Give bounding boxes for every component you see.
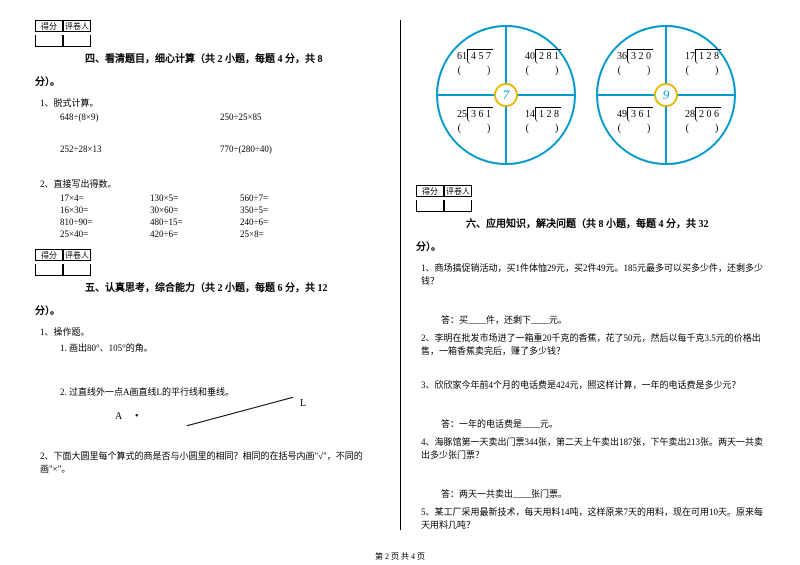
score-box-empty xyxy=(416,200,765,212)
q6-5: 5、某工厂采用最新技术，每天用料14吨，这样原来7天的用料，现在可用10天。原来… xyxy=(421,505,765,531)
calc-item: 770÷(280÷40) xyxy=(220,144,380,154)
calc-item: 252÷28×13 xyxy=(60,144,220,154)
point-a-label: A xyxy=(115,411,122,422)
circles-diagram: 7 614 5 7( ) 402 8 1( ) 253 6 1( ) 141 2… xyxy=(416,25,765,170)
calc-item: 420÷6= xyxy=(150,229,240,239)
grader-header: 评卷人 xyxy=(63,249,91,261)
calc-item: 16×30= xyxy=(60,205,150,215)
line-diagram: A • L xyxy=(95,406,295,441)
calc-item: 30×60= xyxy=(150,205,240,215)
quad-tr: 171 2 8( ) xyxy=(670,49,736,78)
score-box-empty xyxy=(35,264,385,276)
circle-2: 9 363 2 0( ) 171 2 8( ) 493 6 1( ) 282 0… xyxy=(596,25,736,165)
circle-center: 9 xyxy=(654,83,678,107)
score-header: 得分 xyxy=(416,185,444,197)
q2-label: 2、直接写出得数。 xyxy=(40,177,385,190)
quad-br: 282 0 6( ) xyxy=(670,107,736,136)
q6-3: 3、欣欣家今年前4个月的电话费是424元，照这样计算，一年的电话费是多少元？ xyxy=(421,378,765,391)
grader-header: 评卷人 xyxy=(444,185,472,197)
q6-1-ans: 答：买____件，还剩下____元。 xyxy=(441,313,765,326)
section5-title-cont: 分）。 xyxy=(35,302,385,317)
q6-4-ans: 答：两天一共卖出____张门票。 xyxy=(441,487,765,500)
calc-item: 17×4= xyxy=(60,193,150,203)
score-box-empty xyxy=(35,35,385,47)
circle-center: 7 xyxy=(494,83,518,107)
section5-title: 五、认真思考，综合能力（共 2 小题，每题 6 分，共 12 xyxy=(85,279,385,294)
circle-1: 7 614 5 7( ) 402 8 1( ) 253 6 1( ) 141 2… xyxy=(436,25,576,165)
q1-2: 2. 过直线外一点A画直线L的平行线和垂线。 xyxy=(60,385,385,398)
q1-label: 1、脱式计算。 xyxy=(40,96,385,109)
calc-item: 250÷25×85 xyxy=(220,112,380,122)
section6-title: 六、应用知识，解决问题（共 8 小题，每题 4 分，共 32 xyxy=(466,215,765,230)
calc-item: 350÷5= xyxy=(240,205,330,215)
score-box: 得分 评卷人 xyxy=(35,20,385,32)
section4-title-cont: 分）。 xyxy=(35,73,385,88)
point-a-dot: • xyxy=(135,411,139,422)
quad-bl: 493 6 1( ) xyxy=(602,107,668,136)
calc-item: 648÷(8×9) xyxy=(60,112,220,122)
q6-2: 2、李明在批发市场进了一箱重20千克的香蕉，花了50元，然后以每千克3.5元的价… xyxy=(421,331,765,357)
q1-1: 1. 画出80°、105°的角。 xyxy=(60,341,385,354)
calc-item: 25×8= xyxy=(240,229,330,239)
calc-item: 240÷6= xyxy=(240,217,330,227)
section4-title: 四、看清题目，细心计算（共 2 小题，每题 4 分，共 8 xyxy=(85,50,385,65)
quad-bl: 253 6 1( ) xyxy=(442,107,508,136)
q6-3-ans: 答：一年的电话费是____元。 xyxy=(441,417,765,430)
section6-title-cont: 分）。 xyxy=(416,238,765,253)
calc-item: 480÷15= xyxy=(150,217,240,227)
quad-tl: 363 2 0( ) xyxy=(602,49,668,78)
line-l xyxy=(187,397,294,426)
score-box: 得分 评卷人 xyxy=(35,249,385,261)
quad-tl: 614 5 7( ) xyxy=(442,49,508,78)
q6-4: 4、海豚馆第一天卖出门票344张，第二天上午卖出187张，下午卖出213张。两天… xyxy=(421,435,765,461)
score-header: 得分 xyxy=(35,249,63,261)
grader-header: 评卷人 xyxy=(63,20,91,32)
calc-item: 130×5= xyxy=(150,193,240,203)
line-l-label: L xyxy=(300,398,306,409)
calc-item: 560÷7= xyxy=(240,193,330,203)
calc-item: 25×40= xyxy=(60,229,150,239)
score-header: 得分 xyxy=(35,20,63,32)
quad-br: 141 2 8( ) xyxy=(510,107,576,136)
q1-label: 1、操作题。 xyxy=(40,325,385,338)
calc-item: 810÷90= xyxy=(60,217,150,227)
quad-tr: 402 8 1( ) xyxy=(510,49,576,78)
q2-label: 2、下面大圆里每个算式的商是否与小圆里的相同？相同的在括号内画"√"，不同的画"… xyxy=(40,449,385,475)
page-footer: 第 2 页 共 4 页 xyxy=(0,551,800,562)
score-box: 得分 评卷人 xyxy=(416,185,765,197)
q6-1: 1、商场搞促销活动，买1件体恤29元，买2件49元。185元最多可以买多少件，还… xyxy=(421,261,765,287)
